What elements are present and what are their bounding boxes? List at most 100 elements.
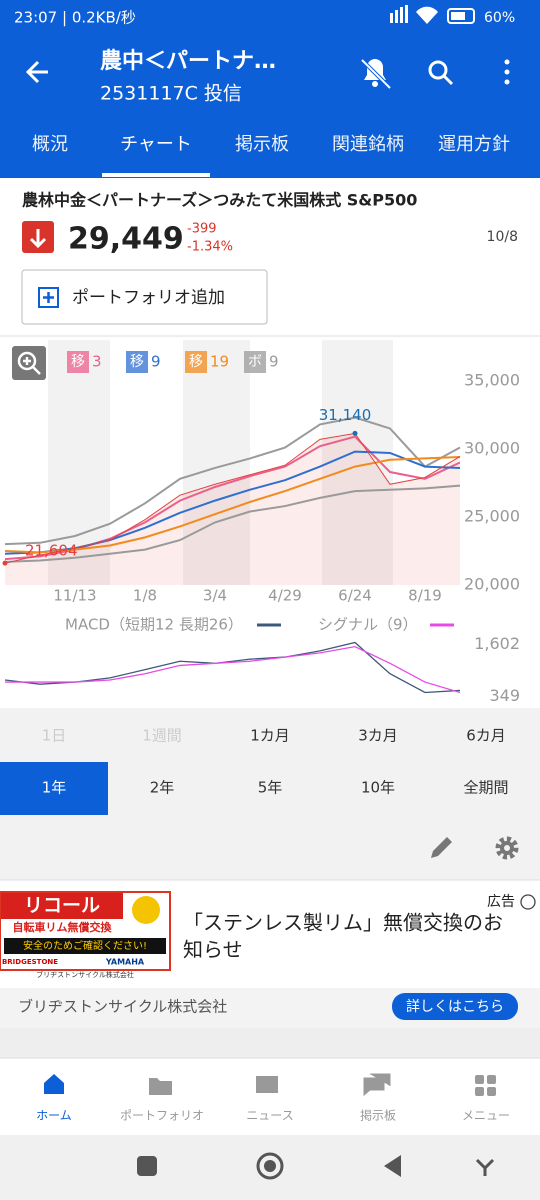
ad-info-icon[interactable] bbox=[520, 894, 536, 910]
ad-image-title: リコール bbox=[24, 895, 100, 917]
range-button[interactable]: 1年 bbox=[42, 779, 67, 797]
battery: 60% bbox=[484, 10, 515, 26]
y-tick-label: 1,602 bbox=[474, 634, 520, 653]
app-subtitle: 2531117C 投信 bbox=[100, 83, 242, 105]
range-button: 1週間 bbox=[142, 727, 182, 745]
value-label: 31,140 bbox=[319, 406, 372, 424]
ad-advertiser: ブリヂストンサイクル株式会社 bbox=[18, 998, 227, 1016]
header-bg bbox=[0, 0, 540, 178]
range-button[interactable]: 全期間 bbox=[463, 779, 508, 797]
ad-image-line: 自転車リム無償交換 bbox=[13, 920, 113, 934]
x-tick-label: 11/13 bbox=[53, 587, 96, 605]
legend-badge bbox=[67, 351, 89, 373]
legend-badge-label: 移 bbox=[130, 354, 144, 370]
menu-icon bbox=[475, 1075, 496, 1096]
legend-label: 19 bbox=[210, 353, 229, 371]
status-icons bbox=[390, 5, 475, 24]
legend-badge bbox=[185, 351, 207, 373]
range-button[interactable]: 10年 bbox=[361, 779, 395, 797]
range-button[interactable]: 1カ月 bbox=[250, 727, 290, 745]
ad-headline[interactable]: 知らせ bbox=[183, 938, 243, 962]
y-tick-label: 35,000 bbox=[464, 370, 520, 389]
tab[interactable]: 関連銘柄 bbox=[332, 134, 404, 155]
news-icon bbox=[256, 1076, 278, 1093]
range-button[interactable]: 6カ月 bbox=[466, 727, 506, 745]
more-icon[interactable] bbox=[504, 59, 510, 85]
range-button[interactable]: 2年 bbox=[150, 779, 175, 797]
down-arrow bbox=[29, 229, 47, 249]
range-button[interactable]: 5年 bbox=[258, 779, 283, 797]
ad-brand: BRIDGESTONE bbox=[2, 958, 58, 966]
range-button[interactable]: 3カ月 bbox=[358, 727, 398, 745]
y-tick-label: 30,000 bbox=[464, 438, 520, 457]
legend-label: 9 bbox=[151, 353, 161, 371]
legend-badge bbox=[126, 351, 148, 373]
tab[interactable]: 掲示板 bbox=[235, 134, 289, 155]
x-tick-label: 4/29 bbox=[268, 587, 302, 605]
ad-image-company: ブリヂストンサイクル株式会社 bbox=[36, 970, 134, 979]
legend-badge bbox=[244, 351, 266, 373]
legend-label: MACD（短期12 長期26） bbox=[65, 616, 243, 634]
nav-item[interactable]: 掲示板 bbox=[360, 1108, 396, 1123]
recent-button[interactable] bbox=[137, 1156, 157, 1176]
point-marker bbox=[2, 560, 8, 566]
legend-badge-label: ボ bbox=[248, 354, 262, 370]
app-title: 農中＜パートナ… bbox=[100, 49, 276, 74]
legend-label: 9 bbox=[269, 353, 279, 371]
board-icon bbox=[363, 1073, 391, 1097]
portfolio-button-label: ポートフォリオ追加 bbox=[72, 288, 225, 308]
price: 29,449 bbox=[68, 222, 184, 257]
macd-line bbox=[5, 645, 461, 694]
bell-off-icon[interactable] bbox=[360, 58, 392, 90]
y-tick-label: 20,000 bbox=[464, 575, 520, 594]
home-button[interactable] bbox=[256, 1152, 284, 1180]
nav-item[interactable]: メニュー bbox=[462, 1109, 510, 1123]
legend-label: 3 bbox=[92, 353, 102, 371]
ad-image-strip bbox=[4, 938, 166, 954]
change: -399 bbox=[187, 222, 217, 237]
nav-item[interactable]: ポートフォリオ bbox=[120, 1109, 204, 1123]
band-lower bbox=[4, 484, 461, 563]
edit-icon[interactable] bbox=[431, 837, 452, 858]
tab-indicator bbox=[102, 173, 210, 177]
status-time: 23:07 | 0.2KB/秒 bbox=[14, 9, 136, 27]
price-area bbox=[5, 433, 460, 585]
legend-badge-label: 移 bbox=[71, 354, 85, 370]
ad-headline[interactable]: 「ステンレス製リム」無償交換のお bbox=[183, 911, 503, 935]
y-tick-label: 349 bbox=[489, 686, 520, 705]
zoom-button[interactable] bbox=[12, 346, 46, 380]
ad-button-label: 詳しくはこちら bbox=[406, 999, 504, 1015]
band-upper bbox=[4, 416, 461, 546]
nav-item[interactable]: ニュース bbox=[246, 1109, 293, 1123]
hide-button[interactable] bbox=[475, 1158, 495, 1176]
chart-bands bbox=[48, 340, 393, 585]
macd-line bbox=[4, 641, 461, 694]
ad-tag: 広告 bbox=[487, 894, 515, 910]
home-icon bbox=[44, 1074, 64, 1094]
settings-icon[interactable] bbox=[495, 836, 519, 860]
fund-name: 農林中金＜パートナーズ＞つみたて米国株式 S&P500 bbox=[22, 191, 417, 210]
plus bbox=[43, 292, 54, 303]
tab[interactable]: チャート bbox=[120, 134, 192, 155]
plus-box bbox=[38, 287, 59, 308]
ad-button[interactable] bbox=[392, 993, 518, 1020]
search-icon[interactable] bbox=[428, 60, 454, 86]
tab[interactable]: 運用方針 bbox=[438, 134, 510, 155]
tab[interactable]: 概況 bbox=[32, 134, 68, 155]
ad-illustration bbox=[132, 896, 160, 924]
x-tick-label: 6/24 bbox=[338, 587, 372, 605]
range-active-bg bbox=[0, 762, 108, 815]
ad-image-banner bbox=[1, 893, 123, 919]
moving-average bbox=[4, 456, 461, 554]
legend-badge-label: 移 bbox=[189, 354, 203, 370]
back-button[interactable] bbox=[25, 60, 48, 84]
back-nav-button[interactable] bbox=[384, 1155, 401, 1177]
point-marker bbox=[352, 430, 358, 436]
portfolio-button[interactable] bbox=[21, 269, 268, 325]
nav-item[interactable]: ホーム bbox=[36, 1109, 72, 1123]
legend-label: シグナル（9） bbox=[318, 616, 418, 634]
spacer bbox=[0, 1028, 540, 1058]
y-tick-label: 25,000 bbox=[464, 506, 520, 525]
